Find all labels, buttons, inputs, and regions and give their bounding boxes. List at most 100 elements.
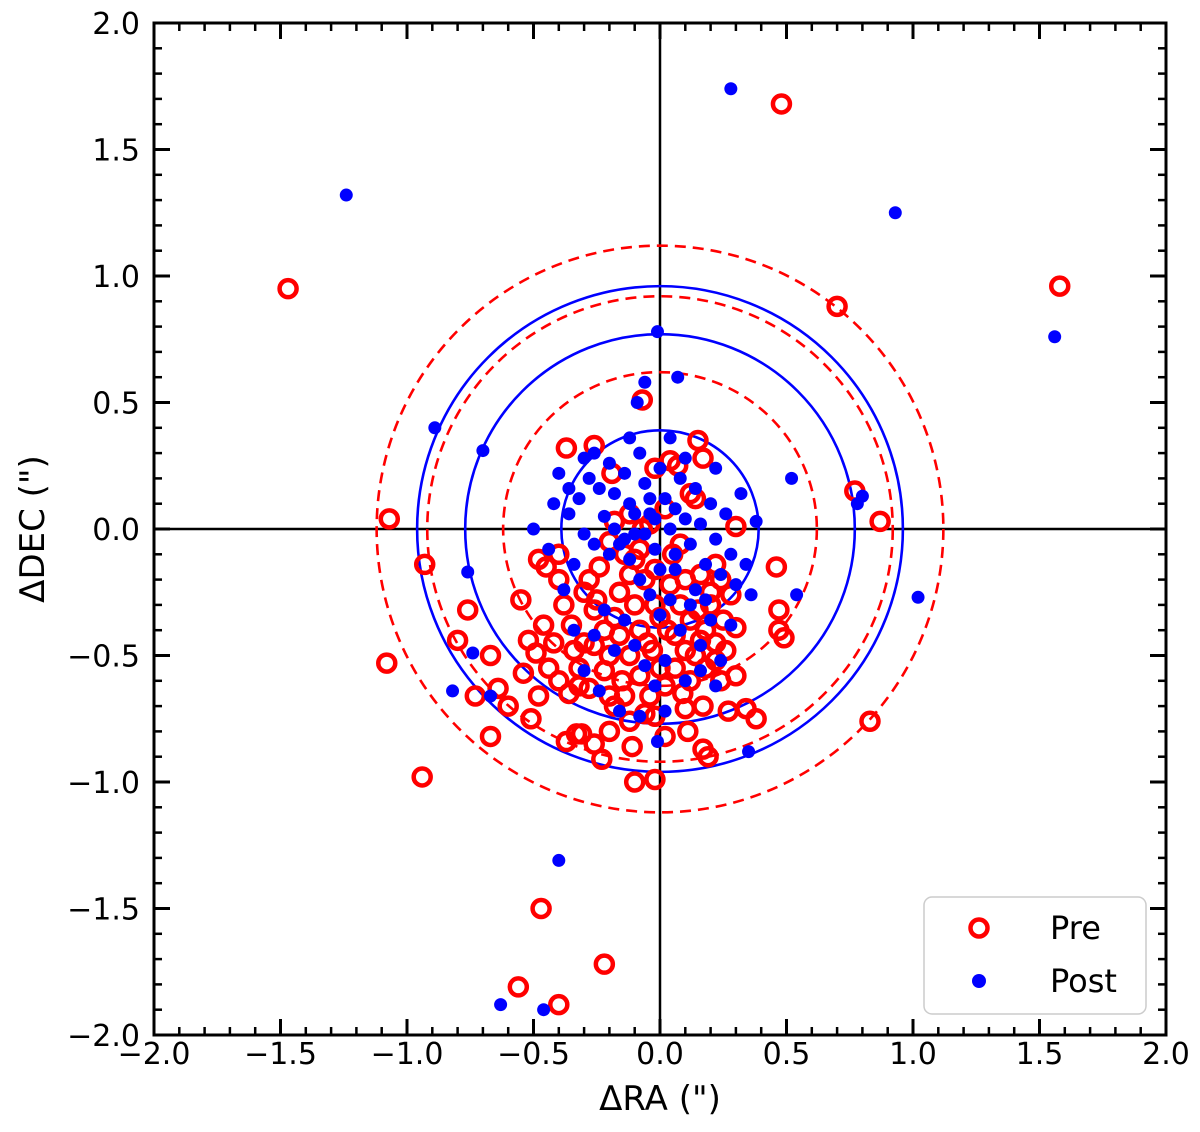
point-pre <box>588 556 611 578</box>
x-tick-label: −1.0 <box>371 1037 444 1072</box>
point-post <box>623 552 637 566</box>
point-post <box>709 679 723 693</box>
point-post <box>668 562 682 576</box>
x-tick-label: 0.0 <box>636 1037 684 1072</box>
point-post <box>643 492 657 506</box>
point-pre <box>692 695 714 717</box>
point-pre <box>674 639 697 662</box>
point-pre <box>479 644 502 667</box>
point-pre <box>725 664 747 687</box>
point-pre <box>537 657 560 679</box>
point-pre <box>527 548 550 571</box>
point-pre <box>507 976 530 998</box>
point-post <box>537 1003 551 1017</box>
point-post <box>562 507 576 521</box>
point-pre <box>826 295 848 318</box>
point-post <box>476 444 490 458</box>
point-post <box>597 603 611 617</box>
point-post <box>724 547 738 561</box>
point-post <box>633 573 647 587</box>
y-tick-label: −1.0 <box>67 766 140 801</box>
point-post <box>693 517 707 531</box>
point-post <box>663 522 677 536</box>
point-post <box>668 547 682 561</box>
point-post <box>623 497 637 511</box>
point-post <box>724 618 738 632</box>
point-post <box>719 507 733 521</box>
axis-ticks <box>152 21 1168 1037</box>
point-post <box>607 522 621 536</box>
point-post <box>618 532 632 546</box>
point-post <box>607 643 621 657</box>
point-post <box>577 451 591 465</box>
point-pre <box>859 710 881 733</box>
point-pre <box>692 447 714 469</box>
point-post <box>592 482 606 496</box>
point-post <box>729 578 743 592</box>
point-pre <box>593 953 616 975</box>
y-axis-label: ΔDEC (") <box>13 455 53 603</box>
point-pre <box>608 624 631 647</box>
point-post <box>607 487 621 501</box>
point-pre <box>677 720 699 743</box>
series-post <box>339 82 1062 1017</box>
point-pre <box>591 748 613 770</box>
point-post <box>663 431 677 445</box>
y-tick-label: 1.0 <box>92 260 140 295</box>
point-post <box>688 583 702 597</box>
point-post <box>653 608 667 622</box>
point-post <box>653 562 667 576</box>
x-tick-label: −2.0 <box>118 1037 191 1072</box>
point-post <box>704 497 718 511</box>
point-post <box>699 593 713 607</box>
point-post <box>648 679 662 693</box>
point-post <box>633 709 647 723</box>
legend: Pre Post <box>923 896 1147 1015</box>
point-pre <box>376 652 398 674</box>
point-pre <box>532 614 555 636</box>
point-post <box>628 527 642 541</box>
x-tick-label: −1.5 <box>244 1037 317 1072</box>
legend-marker-pre <box>968 917 990 939</box>
point-pre <box>510 589 532 611</box>
point-post <box>850 497 864 511</box>
point-pre <box>570 723 593 745</box>
point-post <box>648 512 662 526</box>
point-post <box>527 522 540 536</box>
point-post <box>724 82 738 96</box>
point-pre <box>479 725 502 748</box>
point-post <box>678 451 692 465</box>
point-pre <box>765 556 788 578</box>
point-post <box>704 613 718 627</box>
point-pre <box>664 657 686 679</box>
point-pre <box>568 675 590 697</box>
legend-label-pre: Pre <box>1050 909 1101 947</box>
point-post <box>709 532 723 546</box>
point-pre <box>512 662 535 684</box>
point-post <box>653 461 667 475</box>
point-post <box>602 547 616 561</box>
x-tick-label: 2.0 <box>1142 1037 1190 1072</box>
point-post <box>749 514 763 528</box>
point-post <box>658 654 672 668</box>
x-tick-label: 1.5 <box>1016 1037 1064 1072</box>
point-post <box>587 537 601 551</box>
point-pre <box>768 599 790 621</box>
point-pre <box>520 708 542 730</box>
point-post <box>744 588 758 602</box>
point-post <box>602 456 616 470</box>
y-tick-label: −0.5 <box>67 640 140 675</box>
point-post <box>678 512 692 526</box>
point-pre <box>593 659 616 682</box>
point-post <box>643 588 657 602</box>
point-pre <box>623 594 646 616</box>
point-post <box>623 431 637 445</box>
circle-pre-2 <box>375 244 945 814</box>
point-pre <box>527 685 550 707</box>
point-post <box>630 396 644 409</box>
point-post <box>683 537 697 551</box>
point-post <box>668 502 682 516</box>
point-pre <box>869 510 891 533</box>
point-post <box>790 588 804 602</box>
